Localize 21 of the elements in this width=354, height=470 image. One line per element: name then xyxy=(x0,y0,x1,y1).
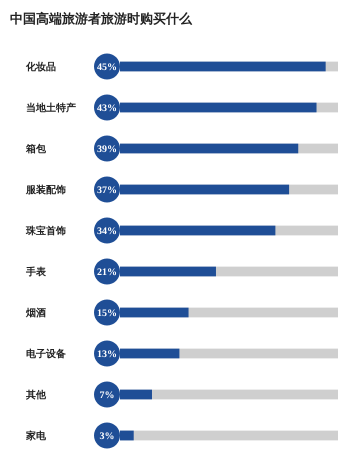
data-label: 45% xyxy=(97,62,117,73)
y-tick-label: 手表 xyxy=(25,266,47,278)
y-tick-label: 其他 xyxy=(25,389,47,401)
y-tick-label: 化妆品 xyxy=(25,61,56,73)
data-label: 37% xyxy=(97,185,117,196)
data-label: 13% xyxy=(97,349,117,360)
data-label: 34% xyxy=(97,226,117,237)
data-label: 15% xyxy=(97,308,117,319)
data-label: 21% xyxy=(97,267,117,278)
y-tick-label: 珠宝首饰 xyxy=(25,225,66,237)
y-tick-label: 家电 xyxy=(25,430,47,442)
data-label: 43% xyxy=(97,103,117,114)
y-tick-label: 烟酒 xyxy=(25,307,46,319)
chart-title: 中国高端旅游者旅游时购买什么 xyxy=(9,10,194,29)
y-tick-label: 电子设备 xyxy=(26,348,67,360)
y-tick-label: 箱包 xyxy=(25,143,47,155)
y-tick-label: 当地土特产 xyxy=(26,102,76,114)
data-label: 7% xyxy=(100,390,114,401)
y-tick-label: 服装配饰 xyxy=(25,184,66,196)
data-label: 39% xyxy=(97,144,117,155)
data-label: 3% xyxy=(100,431,114,442)
